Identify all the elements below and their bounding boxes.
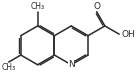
Text: OH: OH (121, 30, 135, 39)
Text: CH₃: CH₃ (31, 2, 45, 11)
Text: N: N (68, 60, 75, 69)
Text: CH₃: CH₃ (2, 63, 16, 72)
Text: O: O (93, 2, 100, 11)
